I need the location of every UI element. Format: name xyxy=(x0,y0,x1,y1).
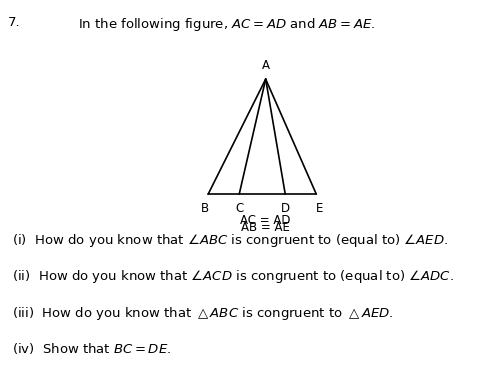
Text: AC = AD: AC = AD xyxy=(241,214,291,227)
Text: In the following figure, $AC = AD$ and $AB = AE$.: In the following figure, $AC = AD$ and $… xyxy=(78,16,375,34)
Text: E: E xyxy=(316,202,323,215)
Text: (i)  How do you know that $\angle ABC$ is congruent to (equal to) $\angle AED$.: (i) How do you know that $\angle ABC$ is… xyxy=(12,232,448,249)
Text: (iv)  Show that $BC = DE$.: (iv) Show that $BC = DE$. xyxy=(12,341,172,356)
Text: AB = AE: AB = AE xyxy=(241,220,290,234)
Text: 7.: 7. xyxy=(7,16,20,30)
Text: C: C xyxy=(235,202,244,215)
Text: (iii)  How do you know that $\triangle ABC$ is congruent to $\triangle AED$.: (iii) How do you know that $\triangle AB… xyxy=(12,305,394,322)
Text: B: B xyxy=(201,202,209,215)
Text: (ii)  How do you know that $\angle ACD$ is congruent to (equal to) $\angle ADC$.: (ii) How do you know that $\angle ACD$ i… xyxy=(12,268,454,285)
Text: A: A xyxy=(262,59,270,72)
Text: D: D xyxy=(280,202,290,215)
